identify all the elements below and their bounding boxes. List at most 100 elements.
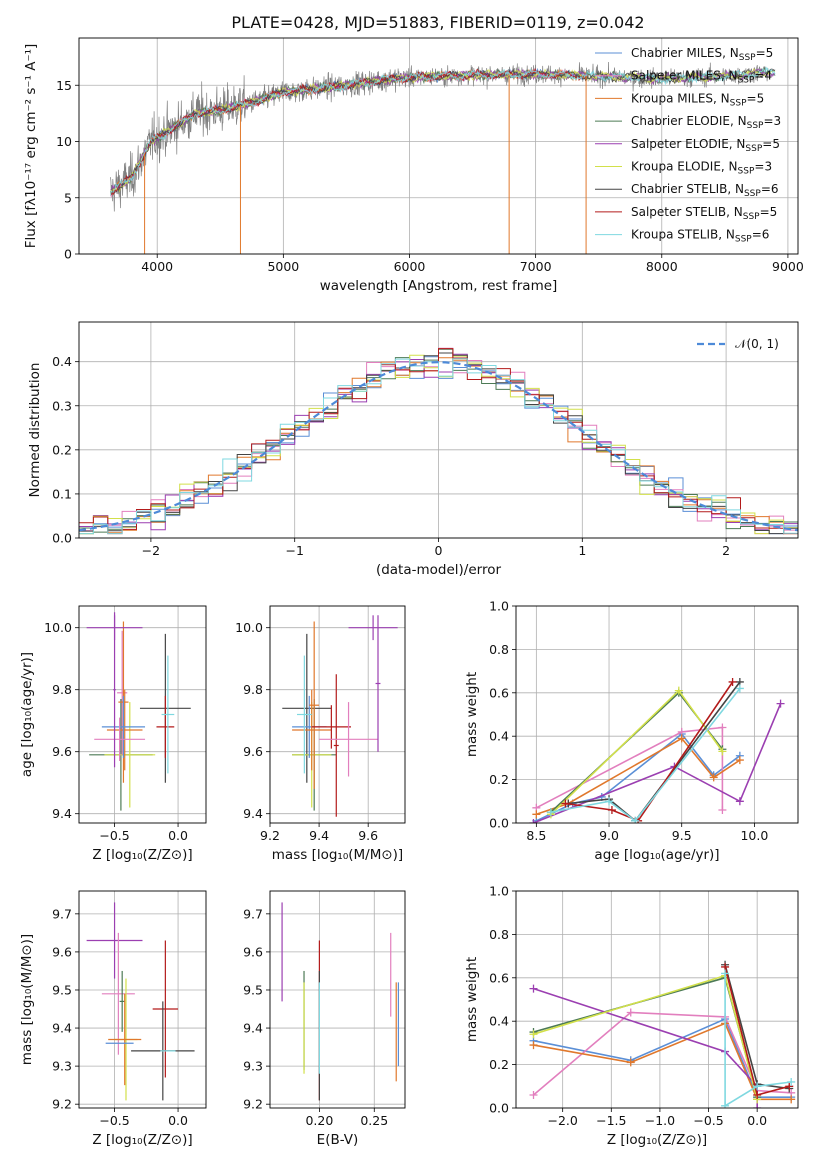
- mass-weight-marker-kroupa_miles: [529, 1041, 538, 1050]
- legend-label: Kroupa STELIB, NSSP=6: [631, 228, 769, 245]
- grid-lines: [269, 606, 405, 823]
- mass-weight-marker-kroupa_miles: [626, 1058, 635, 1067]
- x-tick-label: 0.0: [168, 1113, 188, 1128]
- grid-lines: [270, 891, 405, 1108]
- y-tick-label: 9.6: [52, 944, 72, 959]
- axes-frame: [515, 605, 799, 824]
- y-tick-label: 9.4: [243, 806, 263, 821]
- plot-area: [86, 612, 191, 811]
- y-tick-label: 1.0: [489, 599, 509, 614]
- legend-subscript: SSP: [738, 167, 755, 177]
- axes-frame: [515, 890, 799, 1109]
- legend-label: Salpeter STELIB, NSSP=5: [631, 205, 777, 222]
- legend-count: =6: [761, 182, 779, 196]
- legend-text: Kroupa ELODIE, N: [631, 160, 738, 174]
- x-tick-label: 10.0: [740, 828, 768, 843]
- mass-weight-marker-salpeter_elodie: [753, 1104, 762, 1108]
- y-tick-label: 0.8: [489, 927, 509, 942]
- axes: −2.0 −1.5 −1.0 −0.5 0.0 0.0 0.2 0.4 0.6 0.8 1.0 Z […: [464, 884, 799, 1148]
- mass-weight-line-salpeter_elodie: [533, 987, 758, 1108]
- legend-label: Chabrier MILES, NSSP=5: [631, 46, 773, 63]
- x-axis-label: age [log₁₀(age/yr)]: [594, 847, 719, 863]
- legend-count: =4: [754, 69, 772, 83]
- y-tick-label: 0.2: [489, 1057, 509, 1072]
- x-tick-label: 6000: [394, 259, 426, 274]
- legend-count: =5: [762, 137, 780, 151]
- y-axis-label: mass weight: [464, 957, 480, 1042]
- model-spectrum-salpeter_stelib: [110, 68, 587, 196]
- model-spectrum-kroupa_stelib: [110, 66, 776, 196]
- plot-area: [86, 902, 195, 1101]
- axes: 9.2 9.4 9.6 9.4 9.6 9.8 10.0 mass [log₁₀(M/M⊙)]: [235, 605, 406, 863]
- y-tick-label: 9.4: [52, 1021, 72, 1036]
- mass-weight-marker-kroupa_elodie: [718, 747, 727, 756]
- plot-massweight_vs_age: 8.5 9.0 9.5 10.0 0.0 0.2 0.4 0.6 0.8 1.0 age [log₁…: [464, 599, 799, 863]
- y-tick-label: 0.4: [489, 729, 509, 744]
- y-tick-label: 0.3: [52, 398, 72, 413]
- y-tick-label: 1.0: [489, 884, 509, 899]
- x-axis-label: mass [log₁₀(M/M⊙)]: [272, 847, 403, 863]
- mass-weight-marker-salpeter_miles: [718, 723, 727, 732]
- axes-frame: [78, 321, 799, 539]
- y-tick-label: 9.5: [52, 982, 72, 997]
- normal-curve: [79, 360, 798, 532]
- axes: 4000 5000 6000 7000 8000 9000 0 5 10 15 wavelength…: [23, 37, 804, 294]
- axes: −0.5 0.0 9.4 9.6 9.8 10.0 Z [log₁₀(Z/Z⊙)] age […: [19, 605, 207, 863]
- y-axis-label: age [log₁₀(age/yr)]: [19, 652, 35, 777]
- y-tick-label: 9.6: [243, 944, 263, 959]
- axes: 8.5 9.0 9.5 10.0 0.0 0.2 0.4 0.6 0.8 1.0 age [log₁…: [464, 599, 799, 863]
- mass-weight-line-kroupa_elodie: [533, 974, 758, 1100]
- legend-count: =6: [752, 228, 770, 242]
- y-tick-label: 0.4: [489, 1014, 509, 1029]
- plot-massweight_vs_Z: −2.0 −1.5 −1.0 −0.5 0.0 0.0 0.2 0.4 0.6 0.8 1.0 Z […: [464, 884, 799, 1148]
- x-tick-label: 2: [722, 543, 730, 558]
- y-axis-label: Flux [fλ10⁻¹⁷ erg cm⁻² s⁻¹ A⁻¹]: [23, 44, 39, 249]
- model-spectrum-chabrier_stelib: [110, 68, 776, 195]
- mass-weight-marker-kroupa_stelib: [546, 808, 555, 817]
- x-tick-label: −0.5: [693, 1113, 723, 1128]
- legend-label: Kroupa MILES, NSSP=5: [631, 91, 764, 108]
- x-tick-label: 1: [578, 543, 586, 558]
- y-tick-label: 9.2: [243, 1097, 263, 1112]
- mass-weight-marker-salpeter_stelib: [728, 677, 737, 686]
- legend-subscript: SSP: [738, 76, 755, 86]
- legend-text: Salpeter STELIB, N: [631, 205, 743, 219]
- plot-residual_hist: −2 −1 0 1 2 0.0 0.1 0.2 0.3 0.4 (data-model)/error…: [27, 321, 799, 578]
- y-tick-label: 10.0: [235, 620, 263, 635]
- mass-weight-line-chabrier_miles: [536, 732, 741, 822]
- mass-weight-marker-salpeter_elodie: [529, 819, 538, 823]
- mass-weight-marker-kroupa_miles: [735, 756, 744, 765]
- y-tick-label: 9.4: [52, 806, 72, 821]
- x-tick-label: 0.25: [360, 1113, 388, 1128]
- y-tick-label: 9.3: [243, 1059, 263, 1074]
- mass-weight-marker-kroupa_stelib: [721, 1101, 730, 1108]
- y-tick-label: 10: [56, 134, 72, 149]
- x-tick-label: 9.2: [260, 828, 280, 843]
- x-axis-label: E(B-V): [317, 1132, 359, 1148]
- mass-weight-marker-kroupa_stelib: [753, 1082, 762, 1091]
- y-tick-label: 9.3: [52, 1059, 72, 1074]
- y-axis-label: Normed distribution: [27, 363, 43, 498]
- x-tick-label: 9.4: [309, 828, 329, 843]
- plot-age_vs_mass: 9.2 9.4 9.6 9.4 9.6 9.8 10.0 mass [log₁₀(M/M⊙)]: [235, 605, 406, 863]
- mass-weight-marker-kroupa_miles: [677, 734, 686, 743]
- y-tick-label: 9.8: [52, 682, 72, 697]
- x-tick-label: −2.0: [547, 1113, 577, 1128]
- y-tick-label: 9.6: [52, 744, 72, 759]
- legend-subscript: SSP: [745, 144, 762, 154]
- y-tick-label: 9.4: [243, 1021, 263, 1036]
- mass-weight-marker-salpeter_elodie: [776, 699, 785, 708]
- y-tick-label: 9.7: [243, 906, 263, 921]
- y-tick-label: 0.0: [52, 531, 72, 546]
- x-tick-label: 9.0: [599, 828, 619, 843]
- y-tick-label: 9.5: [243, 982, 263, 997]
- plot-area: [281, 902, 400, 1101]
- mass-weight-marker-salpeter_miles: [626, 1008, 635, 1017]
- mass-weight-marker-salpeter_miles: [529, 1090, 538, 1099]
- legend-count: =5: [756, 46, 774, 60]
- model-spectrum-chabrier_elodie: [110, 67, 776, 193]
- x-tick-label: 8.5: [526, 828, 546, 843]
- x-tick-label: 0.20: [305, 1113, 333, 1128]
